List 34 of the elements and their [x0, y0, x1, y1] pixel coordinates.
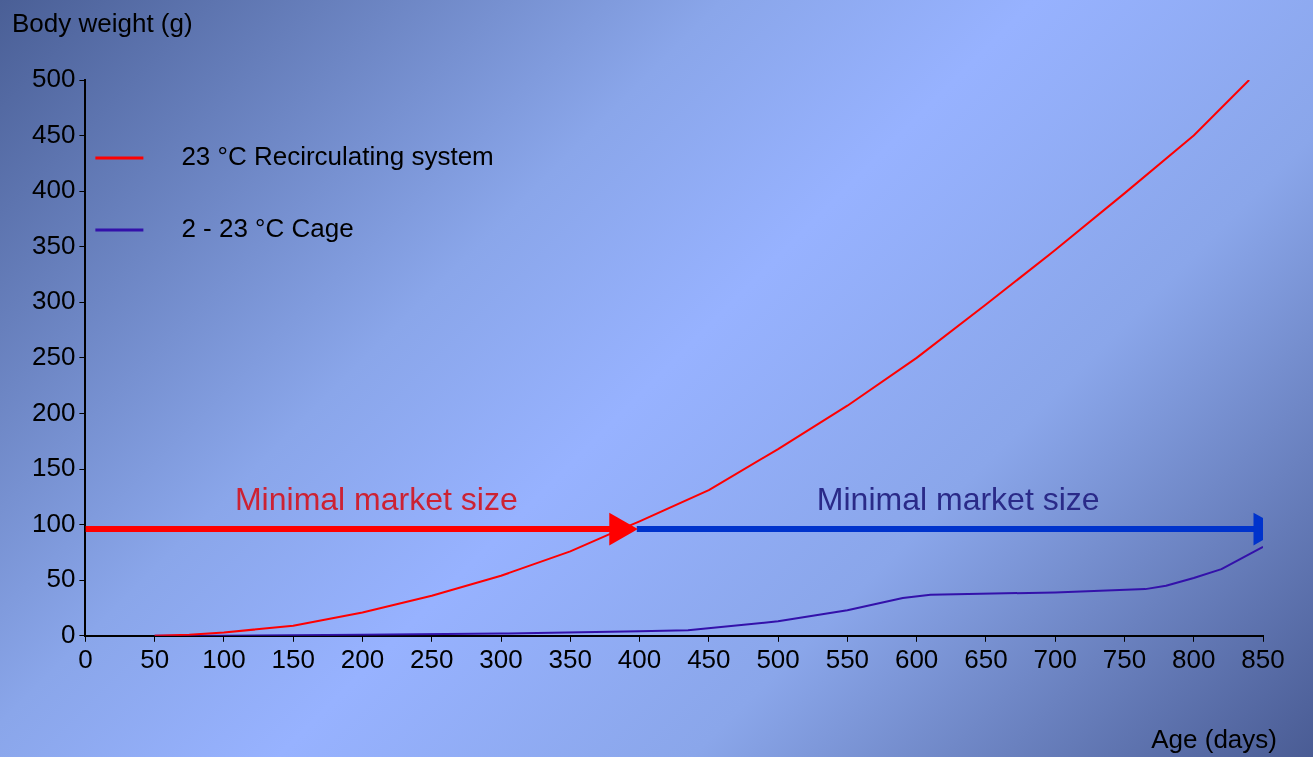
x-tick-label: 50 — [140, 643, 170, 674]
x-tick-label: 600 — [894, 643, 939, 674]
x-tick-label: 100 — [202, 643, 246, 674]
x-tick-label: 500 — [756, 643, 800, 674]
annotation: Minimal market size — [234, 480, 518, 517]
x-tick-label: 250 — [410, 643, 454, 674]
x-tick-label: 650 — [964, 643, 1008, 674]
x-tick-label: 700 — [1033, 643, 1077, 674]
x-tick-label: 200 — [340, 643, 385, 674]
legend-label: 2 - 23 °C Cage — [181, 213, 354, 244]
x-tick-label: 800 — [1172, 643, 1216, 674]
x-tick-label: 450 — [687, 643, 731, 674]
y-tick-label: 450 — [31, 118, 76, 149]
y-tick-label: 300 — [31, 285, 76, 316]
y-tick-label: 250 — [31, 341, 76, 372]
x-tick-label: 400 — [617, 643, 662, 674]
y-tick-label: 150 — [31, 452, 76, 483]
x-tick-label: 350 — [548, 643, 592, 674]
y-tick-label: 0 — [60, 618, 76, 649]
y-tick-label: 50 — [46, 563, 76, 594]
y-tick-label: 200 — [31, 396, 76, 427]
y-axis-title: Body weight (g) — [12, 8, 193, 39]
x-tick-label: 750 — [1102, 643, 1147, 674]
y-tick-label: 400 — [31, 174, 76, 205]
annotation: Minimal market size — [816, 480, 1100, 517]
y-tick-label: 100 — [31, 507, 76, 538]
y-tick-label: 350 — [31, 229, 76, 260]
x-tick-label: 150 — [271, 643, 315, 674]
x-tick-label: 850 — [1241, 643, 1285, 674]
x-tick-label: 550 — [825, 643, 870, 674]
x-axis-title: Age (days) — [1151, 724, 1277, 755]
x-tick-label: 300 — [479, 643, 523, 674]
y-tick-label: 500 — [31, 63, 76, 94]
legend-label: 23 °C Recirculating system — [181, 141, 494, 172]
